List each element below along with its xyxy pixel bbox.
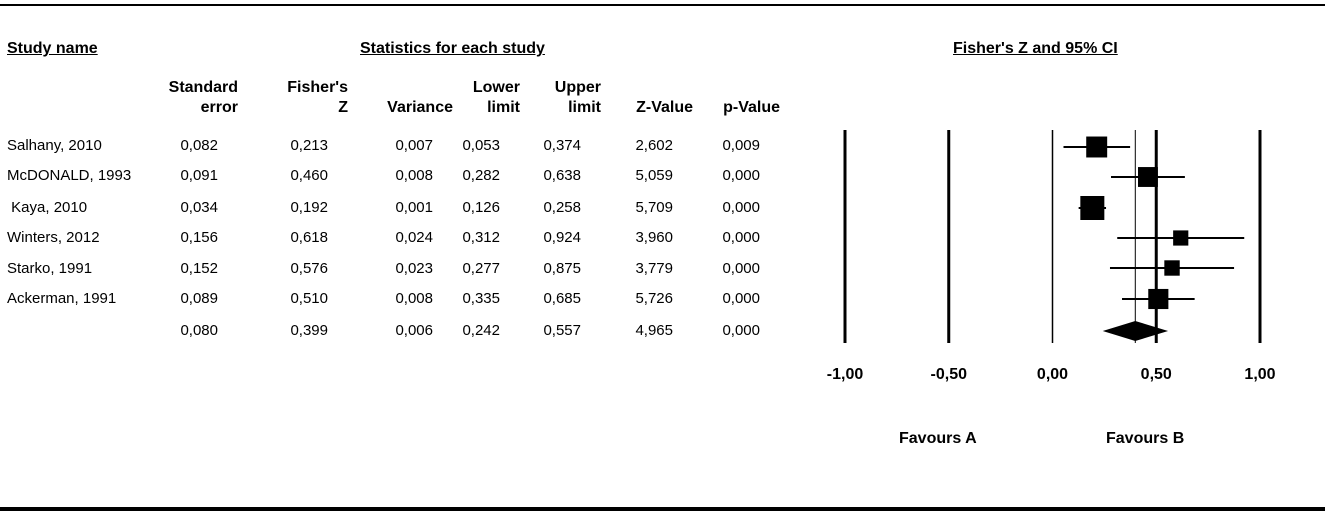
axis-tick-label: 0,50 (1140, 366, 1172, 383)
table-cell: 0,080 (180, 322, 218, 339)
column-header-line2: Z (338, 99, 348, 116)
table-cell: 0,000 (722, 199, 760, 216)
column-header-line1: Standard (168, 79, 238, 96)
study-point (1148, 288, 1169, 310)
table-cell: 0,000 (722, 229, 760, 246)
table-cell: 0,091 (180, 167, 218, 184)
table-cell: 3,779 (635, 260, 673, 277)
summary-diamond (1102, 321, 1169, 341)
column-header: Upper limit (531, 78, 601, 118)
table-cell: 0,034 (180, 199, 218, 216)
study-name: Starko, 1991 (7, 260, 93, 277)
column-header-line1: Fisher's (287, 79, 348, 96)
study-name: Ackerman, 1991 (7, 290, 117, 307)
study-name: Winters, 2012 (7, 229, 100, 246)
axis-tick-label: 0,00 (1036, 366, 1069, 383)
column-header-line2: Z-Value (636, 99, 693, 116)
axis-tick-label: -0,50 (930, 366, 967, 383)
column-header: p-Value (700, 78, 780, 118)
statistics-header: Statistics for each study (360, 40, 545, 57)
table-cell: 0,638 (543, 167, 581, 184)
column-header-line2: p-Value (723, 99, 780, 116)
table-cell: 0,685 (543, 290, 581, 307)
favours-b-label: Favours B (1106, 430, 1185, 447)
table-cell: 0,023 (395, 260, 433, 277)
table-cell: 0,258 (543, 199, 581, 216)
table-cell: 0,312 (462, 229, 500, 246)
table-cell: 0,089 (180, 290, 218, 307)
study-name: Salhany, 2010 (7, 137, 102, 154)
table-cell: 0,213 (290, 137, 328, 154)
table-cell: 0,001 (395, 199, 433, 216)
table-cell: 0,006 (395, 322, 433, 339)
table-cell: 0,000 (722, 290, 760, 307)
table-cell: 0,082 (180, 137, 218, 154)
table-cell: 5,709 (635, 199, 673, 216)
column-header: Lower limit (450, 78, 520, 118)
table-cell: 0,009 (722, 137, 760, 154)
column-header: Fisher's Z (258, 78, 348, 118)
table-cell: 0,000 (722, 322, 760, 339)
column-header-line1: Lower (472, 79, 520, 96)
column-header: Z-Value (613, 78, 693, 118)
column-header-line2: error (200, 99, 238, 116)
table-cell: 5,059 (635, 167, 673, 184)
study-name-header: Study name (7, 40, 98, 57)
table-cell: 4,965 (635, 322, 673, 339)
table-cell: 5,726 (635, 290, 673, 307)
table-cell: 0,282 (462, 167, 500, 184)
column-header-line1: Upper (554, 79, 601, 96)
column-header: Standard error (158, 78, 238, 118)
table-cell: 0,399 (290, 322, 328, 339)
study-point (1173, 230, 1189, 246)
column-header-line2: limit (487, 99, 520, 116)
table-cell: 0,576 (290, 260, 328, 277)
table-cell: 3,960 (635, 229, 673, 246)
study-name: Kaya, 2010 (7, 199, 88, 216)
table-cell: 0,618 (290, 229, 328, 246)
table-cell: 0,277 (462, 260, 500, 277)
table-cell: 0,510 (290, 290, 328, 307)
table-cell: 0,126 (462, 199, 500, 216)
bottom-rule (0, 507, 1325, 511)
table-cell: 0,557 (543, 322, 581, 339)
plot-header: Fisher's Z and 95% CI (953, 40, 1118, 57)
table-cell: 0,000 (722, 260, 760, 277)
table-cell: 0,924 (543, 229, 581, 246)
table-cell: 0,374 (543, 137, 581, 154)
table-cell: 0,156 (180, 229, 218, 246)
table-cell: 0,007 (395, 137, 433, 154)
study-point (1086, 136, 1108, 158)
table-cell: 0,460 (290, 167, 328, 184)
table-cell: 0,024 (395, 229, 433, 246)
favours-a-label: Favours A (899, 430, 977, 447)
table-cell: 0,335 (462, 290, 500, 307)
table-cell: 0,008 (395, 290, 433, 307)
column-header: Variance (358, 78, 453, 118)
study-point (1080, 196, 1105, 220)
table-cell: 0,000 (722, 167, 760, 184)
table-cell: 0,192 (290, 199, 328, 216)
table-cell: 0,242 (462, 322, 500, 339)
study-point (1164, 260, 1180, 276)
column-header-line2: Variance (387, 99, 453, 116)
table-cell: 0,053 (462, 137, 500, 154)
study-point (1138, 167, 1158, 187)
table-cell: 0,008 (395, 167, 433, 184)
table-cell: 2,602 (635, 137, 673, 154)
table-cell: 0,152 (180, 260, 218, 277)
column-header-line2: limit (568, 99, 601, 116)
top-rule (0, 4, 1325, 6)
axis-tick-label: 1,00 (1244, 366, 1276, 383)
study-name: McDONALD, 1993 (7, 167, 132, 184)
axis-tick-label: -1,00 (826, 366, 864, 383)
table-cell: 0,875 (543, 260, 581, 277)
